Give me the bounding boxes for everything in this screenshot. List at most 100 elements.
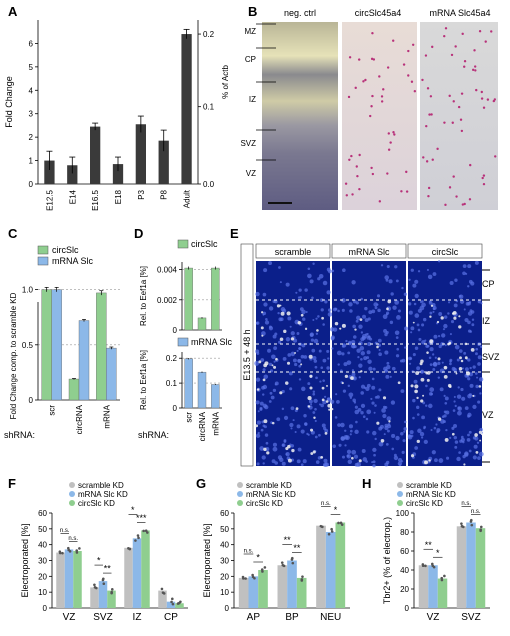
y-axis-label: Electroporated [%] xyxy=(202,523,212,597)
nucleus xyxy=(417,308,422,313)
nucleus xyxy=(351,369,355,372)
nucleus xyxy=(341,345,345,348)
y-tick-label: 0 xyxy=(29,396,34,405)
nucleus xyxy=(272,442,278,447)
electroporated-cell xyxy=(351,456,354,460)
nucleus xyxy=(347,384,351,388)
data-point xyxy=(291,556,294,560)
electroporated-cell xyxy=(451,312,455,315)
bar xyxy=(287,560,297,608)
nucleus xyxy=(410,268,414,272)
significance-label: * xyxy=(131,505,135,515)
nucleus xyxy=(351,340,356,345)
nucleus xyxy=(326,290,331,295)
bar xyxy=(316,525,326,608)
data-point xyxy=(431,562,434,566)
nucleus xyxy=(394,330,400,336)
stain-dot xyxy=(386,172,389,175)
nucleus xyxy=(318,273,324,279)
nucleus xyxy=(273,360,276,363)
electroporated-cell xyxy=(479,439,482,442)
electroporated-cell xyxy=(388,420,391,423)
bar xyxy=(184,267,193,331)
nucleus xyxy=(414,279,419,284)
nucleus xyxy=(462,271,466,276)
nucleus xyxy=(332,444,336,449)
electroporated-cell xyxy=(285,381,289,385)
stain-dot xyxy=(370,105,373,108)
nucleus xyxy=(355,420,358,424)
data-point xyxy=(460,524,464,528)
electroporated-cell xyxy=(321,316,325,320)
nucleus xyxy=(271,459,276,464)
stain-dot xyxy=(427,194,430,198)
stain-dot xyxy=(354,86,357,90)
data-point xyxy=(330,530,334,533)
nucleus xyxy=(475,352,478,356)
nucleus xyxy=(442,328,446,331)
nucleus xyxy=(374,306,378,310)
nucleus xyxy=(314,435,318,439)
nucleus xyxy=(347,459,353,465)
nucleus xyxy=(430,428,433,432)
nucleus xyxy=(463,308,466,311)
x-tick-label: P8 xyxy=(160,189,169,199)
nucleus xyxy=(355,319,359,323)
y-tick-label: 80 xyxy=(400,528,409,537)
stain-dot xyxy=(430,113,433,116)
stain-dot xyxy=(357,58,361,61)
nucleus xyxy=(322,280,328,286)
nucleus xyxy=(443,315,448,319)
data-point xyxy=(67,546,70,550)
stain-dot xyxy=(473,49,476,52)
nucleus xyxy=(365,460,368,463)
nucleus xyxy=(304,422,308,426)
nucleus xyxy=(353,454,359,459)
electroporated-cell xyxy=(436,320,440,324)
nucleus xyxy=(303,355,308,359)
data-point xyxy=(110,591,113,595)
data-point xyxy=(160,587,164,591)
panel-letter-d: D xyxy=(134,226,143,241)
nucleus xyxy=(294,362,298,367)
bar xyxy=(211,267,220,331)
stain-dot xyxy=(364,78,367,82)
y-tick-label: 0.5 xyxy=(22,341,34,350)
electroporated-cell xyxy=(291,448,295,453)
data-point xyxy=(93,583,96,587)
significance-label: n.s. xyxy=(244,549,254,555)
stain-dot xyxy=(463,60,467,63)
electroporated-cell xyxy=(334,321,339,326)
electroporated-cell xyxy=(283,329,287,334)
nucleus xyxy=(468,430,472,434)
electroporated-cell xyxy=(475,450,479,454)
nucleus xyxy=(437,376,441,379)
nucleus xyxy=(432,368,436,371)
nucleus xyxy=(285,452,290,457)
data-point xyxy=(253,576,256,580)
nucleus xyxy=(372,460,376,464)
nucleus xyxy=(346,449,352,454)
nucleus xyxy=(352,398,356,403)
nucleus xyxy=(403,430,406,433)
nucleus xyxy=(322,323,325,326)
data-point xyxy=(432,565,436,569)
x-tick-label: BP xyxy=(285,612,299,623)
nucleus xyxy=(330,399,335,404)
nucleus xyxy=(453,423,458,428)
y-tick-label: 40 xyxy=(38,541,47,550)
nucleus xyxy=(289,422,294,428)
nucleus xyxy=(324,395,327,398)
nucleus xyxy=(271,354,276,360)
significance-label: n.s. xyxy=(461,501,471,507)
significance-label: ** xyxy=(284,535,292,545)
nucleus xyxy=(412,353,416,357)
nucleus xyxy=(273,346,278,351)
electroporated-cell xyxy=(420,359,424,364)
data-point xyxy=(470,518,473,522)
nucleus xyxy=(262,424,266,428)
nucleus xyxy=(463,351,467,355)
stain-dot xyxy=(378,75,381,78)
electroporated-cell xyxy=(414,384,419,389)
data-point xyxy=(75,549,79,552)
